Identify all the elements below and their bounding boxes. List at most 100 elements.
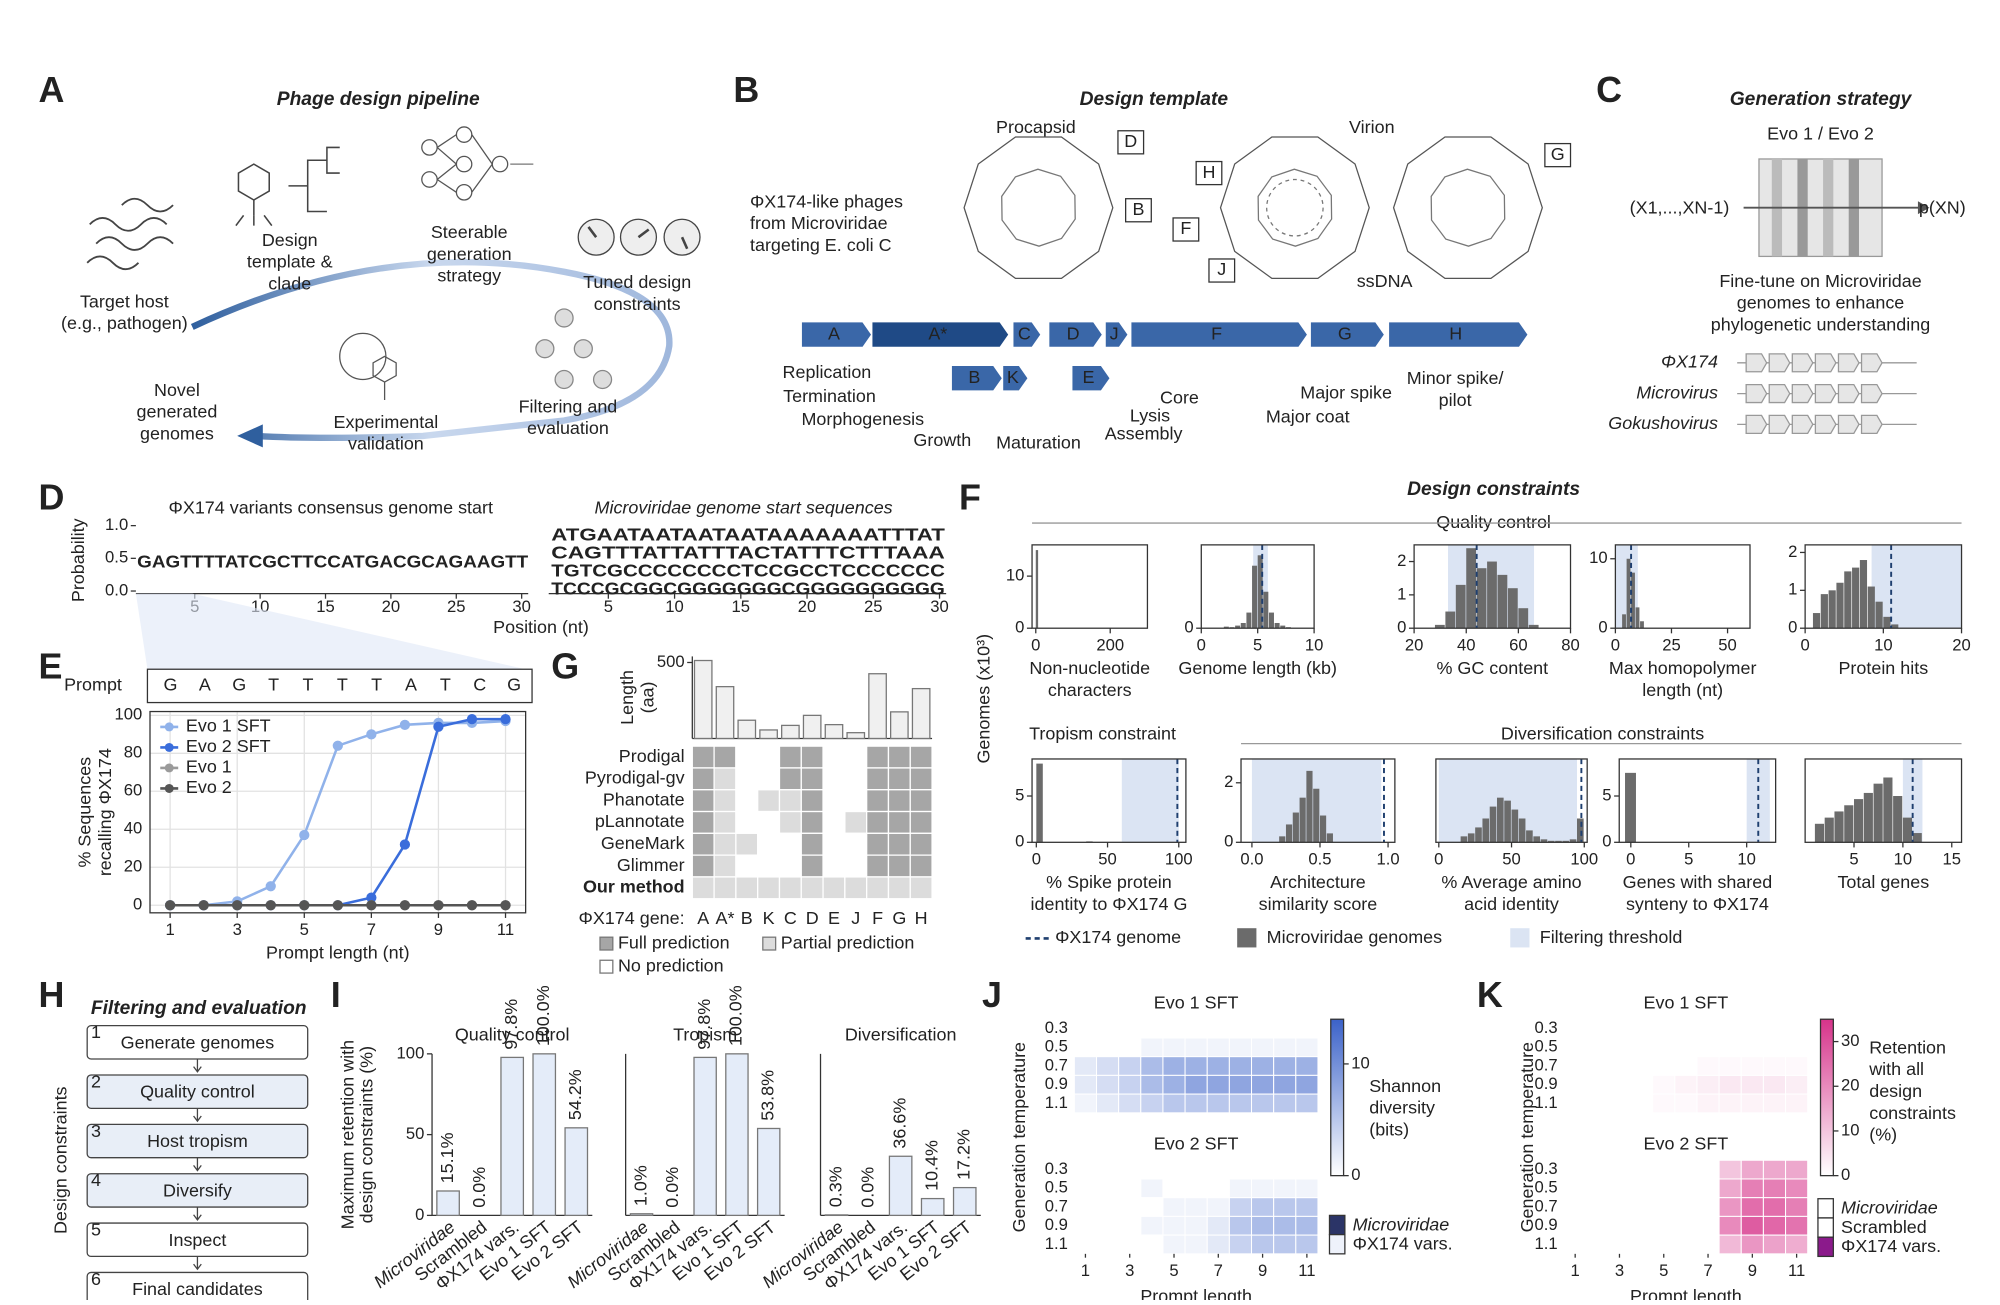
- heat-cell: [1653, 1038, 1675, 1057]
- x-tick-label: 20: [798, 597, 817, 616]
- heat-cell: [1296, 1019, 1318, 1038]
- prediction-cell: [867, 812, 889, 834]
- heat-cell: [1763, 1179, 1785, 1198]
- prompt-base: G: [164, 675, 178, 695]
- heat-cell: [1719, 1235, 1741, 1254]
- legend-label: Evo 1: [186, 757, 232, 777]
- prediction-cell: [692, 812, 714, 834]
- prediction-cell: [801, 855, 823, 877]
- panel-label: I: [331, 975, 341, 1015]
- prompt-base: T: [268, 675, 279, 695]
- y-tick-label: 0.5: [1045, 1037, 1068, 1056]
- prediction-cell: [910, 833, 932, 855]
- panel-label: E: [38, 647, 62, 687]
- colorbar-tick: 10: [1841, 1120, 1860, 1139]
- heat-cell: [1274, 1216, 1296, 1235]
- panel-label: F: [959, 477, 981, 517]
- pipeline-step: constraints: [594, 294, 681, 314]
- x-tick-label: J: [851, 908, 860, 928]
- model-input: (X1,...,XN-1): [1630, 198, 1730, 218]
- heat-cell: [1163, 1019, 1185, 1038]
- prediction-cell: [779, 746, 801, 768]
- y-tick-label: 500: [657, 652, 685, 671]
- heat-cell: [1608, 1038, 1630, 1057]
- y-tick-label: 2: [1224, 772, 1233, 791]
- hist-bar: [1893, 796, 1902, 842]
- genome-gene: [1862, 415, 1883, 433]
- heat-cell: [1229, 1198, 1251, 1217]
- heat-cell: [1741, 1179, 1763, 1198]
- step-number: 4: [91, 1170, 101, 1190]
- heat-cell: [1141, 1198, 1163, 1217]
- pipeline-step: Experimental: [334, 412, 439, 432]
- y-tick-label: 1: [1788, 580, 1797, 599]
- x-tick-label: H: [915, 908, 928, 928]
- step-arrow: [194, 1108, 202, 1121]
- heat-cell: [1586, 1216, 1608, 1235]
- hist-bar: [1868, 587, 1875, 629]
- heat-cell: [1631, 1160, 1653, 1179]
- hist-bar: [1275, 623, 1280, 628]
- x-tick-label: 0: [1032, 850, 1041, 869]
- prediction-cell: [758, 746, 780, 768]
- heat-cell: [1274, 1038, 1296, 1057]
- series-point: [433, 722, 443, 732]
- step-text: Generate genomes: [121, 1032, 275, 1052]
- heat-cell: [1141, 1038, 1163, 1057]
- y-tick-label: 0: [133, 895, 142, 914]
- gene-label: E: [1082, 367, 1094, 387]
- y-axis-label: design constraints (%): [357, 1046, 377, 1223]
- heat-cell: [1608, 1179, 1630, 1198]
- gene-label: C: [1018, 323, 1031, 343]
- step-text: Host tropism: [147, 1131, 248, 1151]
- heat-cell: [1741, 1019, 1763, 1038]
- bar: [889, 1156, 911, 1215]
- prediction-cell: [714, 855, 736, 877]
- y-tick-label: 10: [1006, 566, 1025, 585]
- prediction-cell: [845, 833, 867, 855]
- heat-cell: [1274, 1057, 1296, 1076]
- y-tick-label: 40: [124, 819, 143, 838]
- prediction-cell: [692, 768, 714, 790]
- hist-bar: [1836, 583, 1843, 628]
- prediction-cell: [736, 812, 758, 834]
- hist-bar: [1475, 827, 1482, 842]
- prediction-cell: [779, 833, 801, 855]
- heat-cell: [1719, 1198, 1741, 1217]
- legend-label: Scrambled: [1841, 1217, 1927, 1237]
- hist-bar: [1300, 798, 1306, 843]
- prediction-cell: [801, 833, 823, 855]
- legend-swatch: [1237, 928, 1256, 947]
- x-tick-label: 1: [1081, 1261, 1090, 1280]
- x-axis-label: length (nt): [1642, 680, 1723, 700]
- heat-cell: [1631, 1057, 1653, 1076]
- heat-cell: [1296, 1057, 1318, 1076]
- step-number: 3: [91, 1121, 101, 1141]
- series-point: [333, 900, 343, 910]
- y-tick-label: 0: [1397, 618, 1406, 637]
- genome-name: Gokushovirus: [1608, 413, 1718, 433]
- host-text: targeting E. coli C: [750, 235, 892, 255]
- x-axis-label: ΦX174 gene:: [579, 908, 685, 928]
- legend-label: Evo 2: [186, 777, 232, 797]
- hist-bar: [1504, 801, 1511, 843]
- pipeline-step: generated: [137, 402, 218, 422]
- legend-marker: [165, 784, 174, 793]
- heat-cell: [1274, 1198, 1296, 1217]
- x-tick-label: 15: [1942, 850, 1961, 869]
- heat-cell: [1697, 1235, 1719, 1254]
- function-label: Replication: [783, 362, 872, 382]
- sequence-logo: GAGTTTTATCGCTTCCATGACGCAGAAGTT: [137, 552, 528, 572]
- prediction-cell: [736, 855, 758, 877]
- x-tick-label: 11: [497, 920, 514, 939]
- legend-swatch: [1510, 928, 1529, 947]
- capsid-outline: [1394, 137, 1543, 278]
- y-tick-label: 10: [1589, 548, 1608, 567]
- y-tick-label: 80: [124, 743, 143, 762]
- genome-gene: [1769, 385, 1790, 403]
- pipeline-step: strategy: [437, 266, 501, 286]
- callout-label: B: [1132, 199, 1144, 219]
- heat-cell: [1675, 1038, 1697, 1057]
- genome-gene: [1838, 415, 1859, 433]
- prediction-cell: [779, 877, 801, 899]
